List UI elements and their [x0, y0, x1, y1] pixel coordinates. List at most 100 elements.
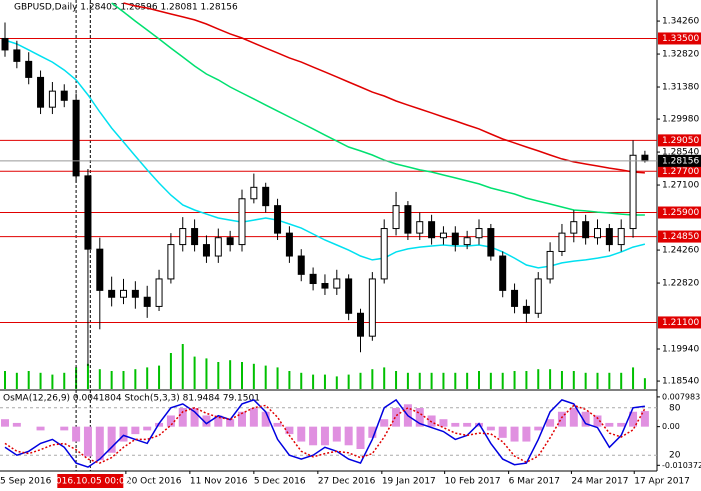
crosshair-label-bg [57, 474, 124, 488]
volume-bar [525, 371, 528, 389]
volume-bar [347, 374, 350, 389]
current-price-label: 1.28156 [662, 156, 699, 166]
candle-body [108, 289, 116, 298]
volume-bar [241, 362, 243, 389]
osma-bar [522, 426, 531, 442]
candle-body [37, 76, 45, 108]
osma-bar [166, 415, 175, 427]
y-tick-label: 1.29980 [662, 115, 699, 125]
candle-body [167, 244, 175, 280]
osma-bar [605, 422, 614, 427]
candle-body [143, 296, 151, 307]
candle-body [522, 305, 530, 314]
candle-body [250, 186, 258, 200]
y-tick-label: 1.31380 [662, 83, 699, 93]
candle-body [321, 283, 329, 289]
volume-bar [312, 374, 315, 389]
osma-bar [83, 426, 92, 457]
osma-bar [534, 426, 543, 431]
osma-bar [309, 426, 318, 446]
volume-bar [169, 353, 172, 389]
candle-body [179, 228, 187, 246]
candle-body [629, 154, 637, 230]
volume-bar [276, 367, 279, 389]
candle-body [48, 90, 56, 108]
y-tick-label: 1.27100 [662, 181, 699, 191]
candle-body [428, 221, 436, 239]
volume-bar [513, 371, 516, 389]
osma-bar [249, 408, 258, 427]
level-label: 1.24850 [662, 232, 699, 242]
candle-body [309, 273, 317, 285]
osma-bar [143, 426, 152, 431]
volume-bar [335, 376, 338, 389]
crosshair-label: 2016.10.05 00:00 [50, 477, 131, 487]
volume-bar [122, 371, 125, 389]
osma-bar [285, 426, 294, 435]
osma-bar [131, 426, 140, 435]
candle-body [570, 221, 578, 234]
x-tick-label: 6 Mar 2017 [509, 477, 560, 487]
stoch-main [4, 398, 645, 468]
candle-body [120, 289, 127, 298]
volume-bar [596, 372, 599, 389]
osma-bar [238, 411, 246, 427]
osma-bar [12, 422, 21, 427]
osma-bar [273, 422, 282, 427]
volume-bar [489, 372, 492, 389]
candle-body [605, 228, 613, 246]
osma-tick-label: 0.007983 [662, 392, 700, 401]
y-tick-label: 1.32820 [662, 50, 699, 60]
candle-body [416, 221, 424, 234]
candle-body [392, 205, 400, 230]
candle-body [546, 250, 554, 280]
x-tick-label: 20 Oct 2016 [126, 477, 182, 487]
candle-body [475, 228, 483, 239]
osma-bar [178, 408, 187, 427]
osma-bar [202, 415, 211, 427]
candle-body [641, 154, 649, 162]
volume-bar [110, 371, 113, 389]
level-label: 1.29050 [662, 136, 699, 146]
osma-bar [451, 422, 460, 427]
osma-bar [439, 419, 448, 427]
candle-body [297, 255, 305, 275]
volume-bar [264, 365, 267, 389]
candle-body [594, 228, 601, 239]
level-label: 1.25900 [662, 208, 699, 218]
candle-body [191, 228, 199, 246]
candle-body [13, 49, 21, 62]
candle-body [262, 186, 270, 207]
osma-bar [332, 426, 341, 442]
volume-bar [383, 367, 386, 389]
y-tick-label: 1.34260 [662, 17, 699, 27]
x-tick-label: 27 Dec 2016 [318, 477, 376, 487]
candle-body [380, 228, 388, 280]
osma-bar [569, 408, 578, 427]
volume-bar [134, 369, 137, 389]
osma-bar [36, 426, 45, 431]
y-tick-label: 1.24260 [662, 246, 699, 256]
volume-bar [466, 372, 469, 389]
volume-bar [620, 372, 623, 389]
osma-bar [463, 422, 472, 427]
candle-body [368, 278, 376, 337]
osma-tick-label: -0.010372 [662, 461, 701, 470]
y-tick-label: 1.28540 [662, 148, 699, 158]
osma-bar [320, 426, 329, 446]
osma-bar [119, 426, 128, 442]
volume-bar [359, 372, 362, 389]
osma-bar [107, 426, 116, 453]
y-tick-label: 1.19940 [662, 345, 699, 355]
osma-bar [297, 426, 306, 442]
volume-bar [75, 367, 78, 389]
osma-bar [557, 411, 566, 427]
volume-bar [205, 358, 208, 389]
candle-body [511, 289, 519, 307]
osma-bar [546, 419, 555, 427]
volume-bar [501, 372, 504, 389]
x-tick-label: 17 Apr 2017 [634, 477, 690, 487]
candle-body [463, 237, 471, 246]
volume-bar [454, 372, 457, 389]
